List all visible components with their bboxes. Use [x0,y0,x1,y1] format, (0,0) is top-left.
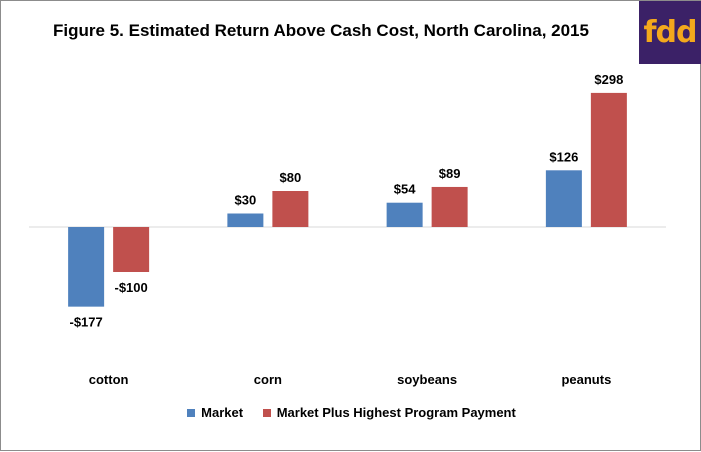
data-label-corn-series-1: $80 [280,170,302,185]
bar-cotton-series-0 [68,227,105,307]
bar-peanuts-series-0 [545,170,582,227]
bar-corn-series-1 [272,191,309,227]
legend-item-market: Market [187,405,243,420]
legend-item-market-plus: Market Plus Highest Program Payment [262,405,516,420]
fdd-logo: fdd [639,1,701,64]
category-label-cotton: cotton [89,372,129,387]
bar-corn-series-0 [227,213,264,227]
data-label-cotton-series-1: -$100 [115,280,148,295]
bar-peanuts-series-1 [590,92,627,228]
legend: Market Market Plus Highest Program Payme… [1,405,701,420]
data-label-peanuts-series-0: $126 [549,149,578,164]
category-label-corn: corn [254,372,282,387]
bar-cotton-series-1 [113,227,150,272]
chart-title: Figure 5. Estimated Return Above Cash Co… [53,21,589,40]
legend-swatch-market [187,409,196,417]
bar-soybeans-series-1 [431,186,468,227]
data-label-soybeans-series-0: $54 [394,182,416,197]
data-label-soybeans-series-1: $89 [439,166,461,181]
legend-swatch-market-plus [262,409,271,417]
data-label-peanuts-series-1: $298 [594,72,623,87]
legend-label-market-plus: Market Plus Highest Program Payment [276,405,516,420]
bar-soybeans-series-0 [386,202,423,227]
category-label-soybeans: soybeans [397,372,457,387]
data-label-cotton-series-0: -$177 [70,315,103,330]
legend-label-market: Market [201,405,244,420]
category-label-peanuts: peanuts [561,372,611,387]
data-label-corn-series-0: $30 [235,193,257,208]
